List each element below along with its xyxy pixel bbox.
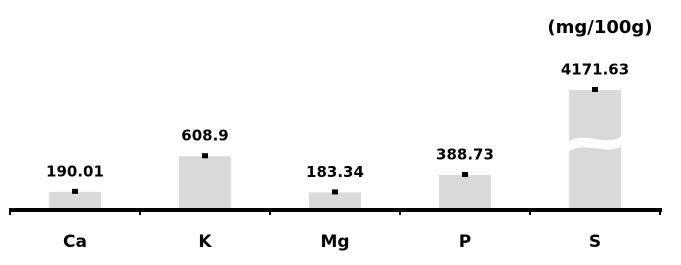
bar [179,156,231,208]
x-tick-label: P [459,232,471,252]
bar [309,192,361,208]
bar [49,191,101,208]
value-label: 4171.63 [561,61,629,79]
value-label: 608.9 [181,127,228,145]
axis-break [568,136,622,152]
bar [439,174,491,208]
x-tick-label: Mg [320,232,349,252]
value-label: 183.34 [306,163,364,181]
value-label: 190.01 [46,162,104,180]
value-marker [202,153,208,159]
value-marker [72,188,78,194]
x-tick-label: Ca [63,232,87,252]
value-marker [462,171,468,177]
value-marker [332,189,338,195]
value-label: 388.73 [436,145,494,163]
x-tick-label: K [198,232,212,252]
value-marker [592,87,598,92]
unit-label: (mg/100g) [547,17,652,38]
x-tick-label: S [589,232,601,252]
